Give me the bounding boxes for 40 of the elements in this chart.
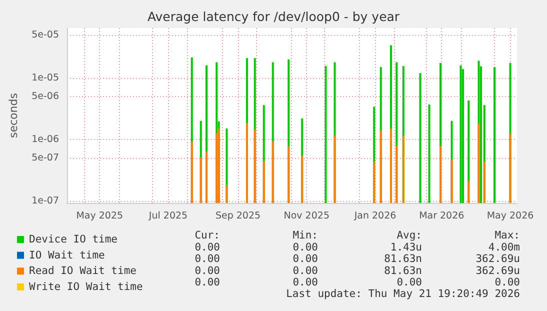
text: Last update: Thu May 21 19:20:49 2026 xyxy=(286,288,520,300)
text: Cur: xyxy=(194,230,220,242)
legend-label: IO Wait time xyxy=(29,249,105,262)
y-tick-label: 1e-05 xyxy=(32,72,59,84)
y-tick-label: 1e-07 xyxy=(32,195,59,206)
y-axis-title: seconds xyxy=(7,92,20,138)
text: 0.00 xyxy=(194,253,220,266)
legend-label: Write IO Wait time xyxy=(29,280,143,293)
y-tick-label: 5e-05 xyxy=(32,30,59,40)
y-tick-label: 1e-06 xyxy=(32,134,59,145)
text: 0.00 xyxy=(194,264,220,277)
text: 4.00m xyxy=(488,241,520,254)
text: 0.00 xyxy=(194,241,220,254)
text: 0.00 xyxy=(494,276,520,289)
x-tick-label: Nov 2025 xyxy=(284,210,330,222)
text: 0.00 xyxy=(396,276,422,289)
x-tick-label: Mar 2026 xyxy=(419,210,464,222)
text: 81.63n xyxy=(384,253,422,266)
text: 0.00 xyxy=(194,276,220,289)
text: 0.00 xyxy=(292,241,318,254)
text: 362.69u xyxy=(476,253,520,266)
x-tick-label: May 2025 xyxy=(76,210,124,222)
text: 0.00 xyxy=(292,253,318,266)
x-tick-label: Jul 2025 xyxy=(148,210,188,222)
legend-label: Device IO time xyxy=(29,234,118,246)
x-tick-label: Jan 2026 xyxy=(353,210,396,222)
chart-title: Average latency for /dev/loop0 - by year xyxy=(147,9,400,24)
text: 1.43u xyxy=(390,241,422,254)
text: 81.63n xyxy=(384,264,422,277)
text: Avg: xyxy=(396,230,422,242)
y-tick-label: 5e-07 xyxy=(32,152,59,164)
text: 0.00 xyxy=(292,276,318,289)
text: Max: xyxy=(494,230,520,242)
text: 0.00 xyxy=(292,264,318,277)
text: 362.69u xyxy=(476,264,520,277)
x-tick-label: Sep 2025 xyxy=(215,210,261,222)
text: Min: xyxy=(292,230,318,242)
x-tick-label: May 2026 xyxy=(486,210,534,222)
y-tick-label: 5e-06 xyxy=(32,90,59,102)
legend-label: Read IO Wait time xyxy=(29,265,136,278)
